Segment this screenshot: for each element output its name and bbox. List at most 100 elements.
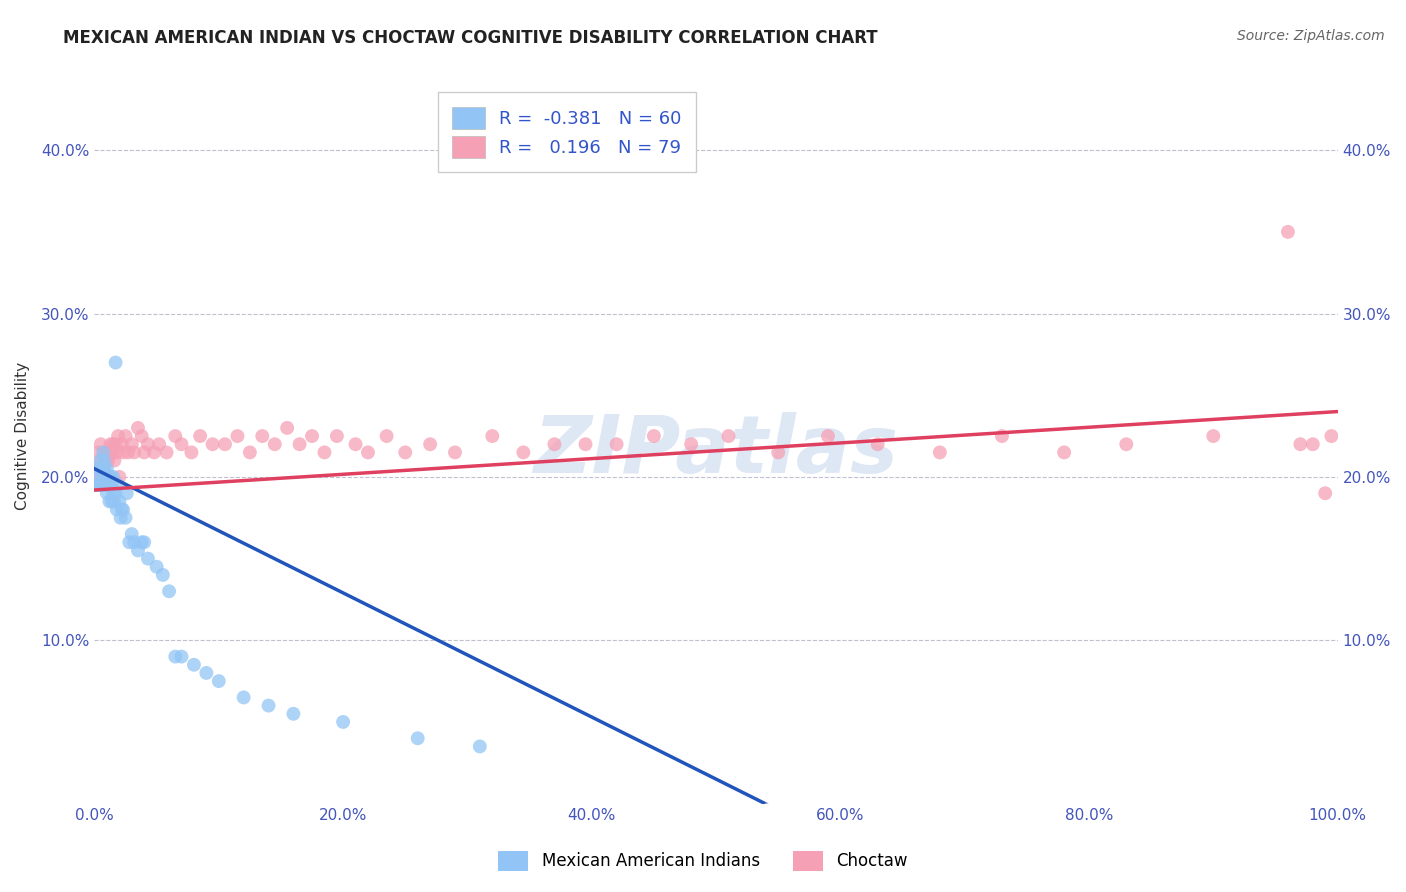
Point [87,470,110,484]
Point [226,429,249,443]
Point [98,445,121,459]
Point [93,445,115,459]
Point [283,706,305,721]
Point [357,445,380,459]
Point [512,445,534,459]
Point [131,535,153,549]
Point [136,437,159,451]
Point [94,453,117,467]
Point [110,510,132,524]
Point [101,437,124,451]
Point [96,486,118,500]
Point [214,437,236,451]
Point [118,535,141,549]
Point [481,429,503,443]
Point [183,657,205,672]
Point [89,470,111,484]
Point [86,478,108,492]
Point [87,445,110,459]
Point [195,665,218,680]
Point [134,445,156,459]
Point [90,470,112,484]
Point [91,470,114,484]
Point [114,429,136,443]
Point [98,494,121,508]
Point [419,437,441,451]
Point [394,445,416,459]
Point [111,502,134,516]
Point [444,445,467,459]
Point [122,535,145,549]
Point [87,478,110,492]
Point [96,470,118,484]
Point [301,429,323,443]
Point [90,478,112,492]
Point [86,461,108,475]
Point [93,478,115,492]
Point [574,437,596,451]
Point [326,429,349,443]
Point [104,486,127,500]
Point [121,437,143,451]
Point [91,445,114,459]
Point [117,445,139,459]
Point [1115,437,1137,451]
Point [344,437,367,451]
Point [1289,437,1312,451]
Point [152,568,174,582]
Point [93,453,115,467]
Point [928,445,950,459]
Point [115,486,138,500]
Point [90,461,112,475]
Point [263,437,285,451]
Point [89,478,111,492]
Point [104,437,127,451]
Point [97,470,120,484]
Point [288,437,311,451]
Legend: Mexican American Indians, Choctaw: Mexican American Indians, Choctaw [489,842,917,880]
Point [817,429,839,443]
Point [105,502,128,516]
Text: ZIPatlas: ZIPatlas [533,412,898,490]
Point [112,502,135,516]
Point [134,535,156,549]
Point [1202,429,1225,443]
Point [127,421,149,435]
Point [165,429,187,443]
Point [131,429,153,443]
Point [1302,437,1324,451]
Point [107,478,129,492]
Point [375,429,398,443]
Y-axis label: Cognitive Disability: Cognitive Disability [15,362,30,510]
Point [606,437,628,451]
Point [96,461,118,475]
Point [101,470,124,484]
Point [101,494,124,508]
Text: Source: ZipAtlas.com: Source: ZipAtlas.com [1237,29,1385,43]
Point [112,445,135,459]
Point [96,445,118,459]
Point [165,649,187,664]
Point [332,714,354,729]
Text: MEXICAN AMERICAN INDIAN VS CHOCTAW COGNITIVE DISABILITY CORRELATION CHART: MEXICAN AMERICAN INDIAN VS CHOCTAW COGNI… [63,29,877,46]
Point [98,470,121,484]
Point [1315,486,1337,500]
Point [766,445,789,459]
Point [1053,445,1076,459]
Point [90,437,112,451]
Point [1320,429,1343,443]
Point [252,429,274,443]
Point [208,674,231,689]
Point [170,649,193,664]
Point [103,494,125,508]
Point [543,437,565,451]
Point [239,445,262,459]
Point [101,486,124,500]
Point [232,690,254,705]
Point [406,731,429,746]
Point [84,478,107,492]
Point [143,445,166,459]
Point [314,445,336,459]
Point [157,584,180,599]
Point [201,437,224,451]
